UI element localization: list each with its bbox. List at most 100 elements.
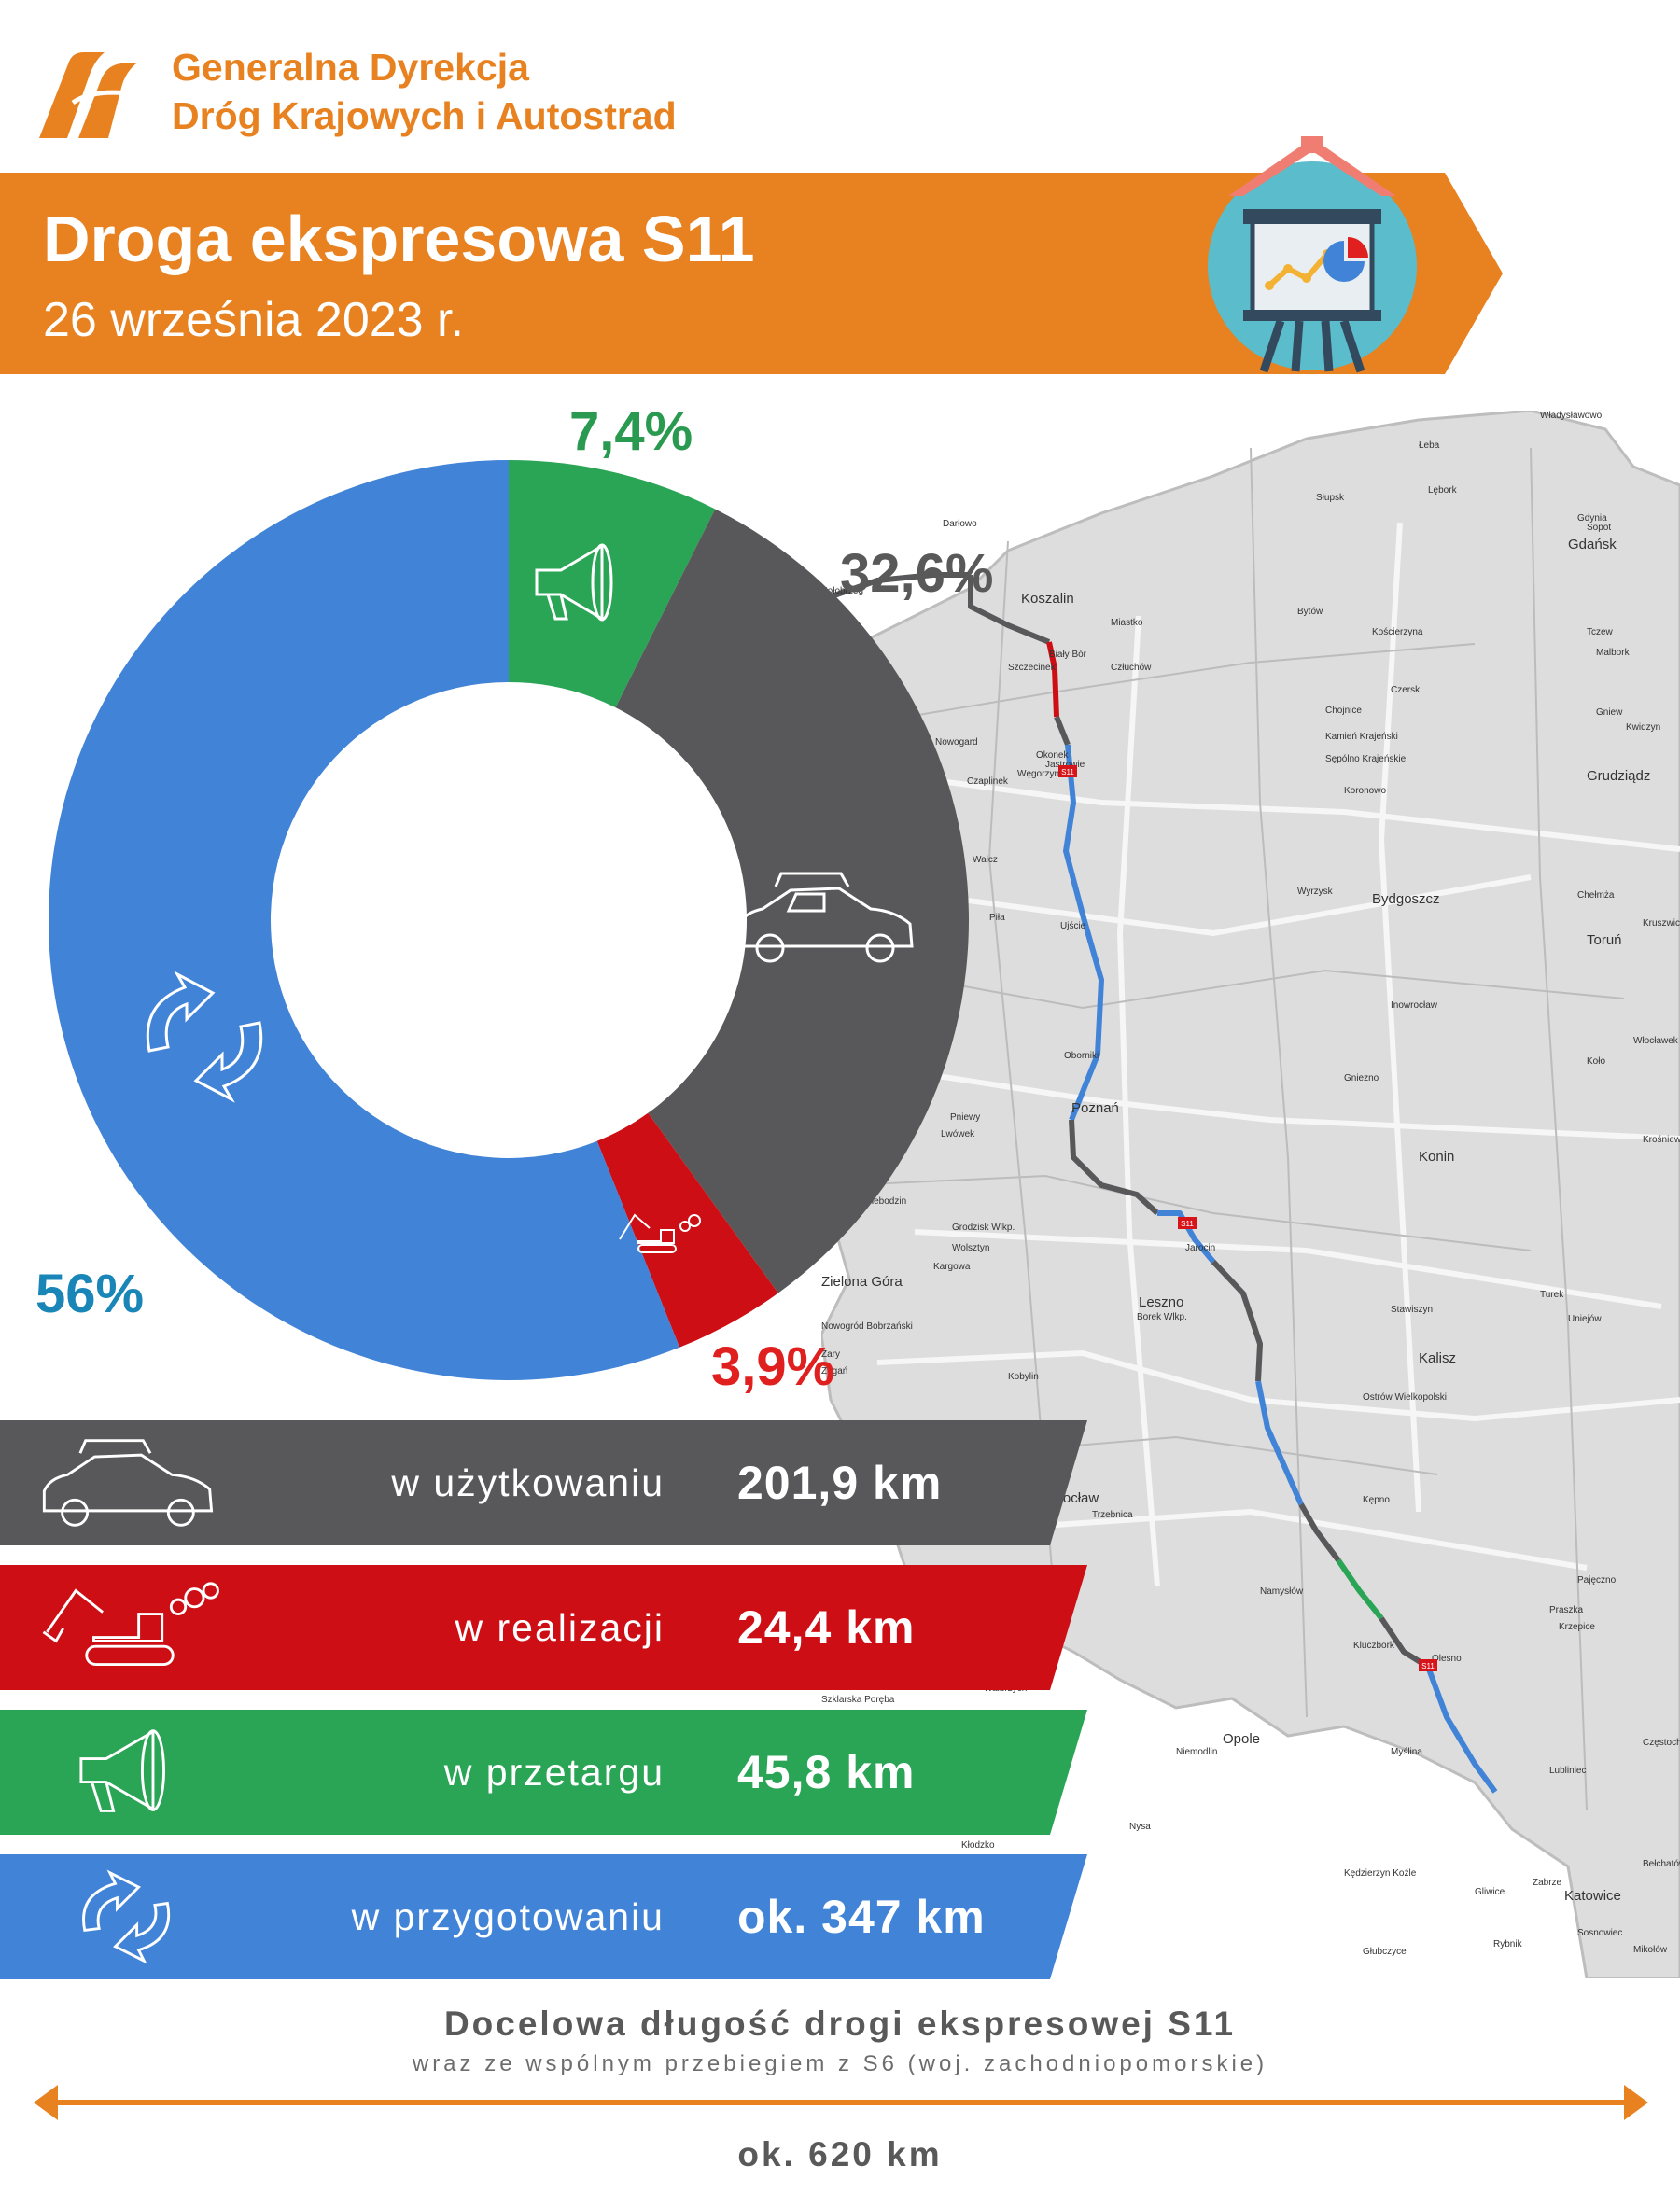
map-city-label: Malbork xyxy=(1596,648,1631,658)
map-city-label: Kobylin xyxy=(1008,1372,1039,1382)
presentation-board-icon xyxy=(1208,136,1417,373)
map-city-label: Piła xyxy=(989,913,1005,923)
map-city-label: Biały Bór xyxy=(1049,650,1087,660)
car-icon xyxy=(736,872,914,963)
svg-text:S11: S11 xyxy=(1421,1662,1435,1670)
route-segment xyxy=(1336,1558,1384,1620)
map-city-label: Krośniewice xyxy=(1643,1135,1680,1145)
status-label: w realizacji xyxy=(455,1606,665,1649)
map-city-label: Leszno xyxy=(1139,1294,1183,1310)
status-bar-in-realization: w realizacji 24,4 km xyxy=(0,1565,1092,1690)
map-city-label: Kołobrzeg xyxy=(821,586,863,596)
svg-text:S11: S11 xyxy=(1181,1220,1194,1228)
status-value: ok. 347 km xyxy=(737,1891,986,1943)
target-length-title: Docelowa długość drogi ekspresowej S11 xyxy=(443,2005,1237,2043)
map-city-label: Kluczbork xyxy=(1353,1641,1395,1651)
map-city-label: Myślina xyxy=(1391,1747,1422,1757)
map-city-label: Darłowo xyxy=(943,519,977,529)
map-city-label: Namysłów xyxy=(1260,1586,1304,1597)
map-city-label: Pniewy xyxy=(950,1112,980,1123)
map-city-label: Pajęczno xyxy=(1577,1575,1617,1586)
map-city-label: Gniew xyxy=(1596,707,1623,718)
map-city-label: Rybnik xyxy=(1493,1939,1523,1949)
map-city-label: Inowrocław xyxy=(1391,1000,1438,1011)
map-city-label: Kłodzko xyxy=(961,1840,995,1851)
svg-text:S11: S11 xyxy=(1061,768,1074,776)
map-city-label: Oborniki xyxy=(1064,1051,1099,1061)
map-city-label: Toruń xyxy=(1587,932,1622,948)
target-length-value: ok. 620 km xyxy=(737,2135,943,2173)
megaphone-icon xyxy=(79,1729,165,1812)
donut-slice-in-preparation xyxy=(49,460,680,1380)
route-segment xyxy=(1069,1119,1160,1216)
status-label: w przetargu xyxy=(443,1751,665,1794)
map-city-label: Sopot xyxy=(1587,523,1611,533)
map-city-label: Turek xyxy=(1540,1290,1564,1300)
map-city-label: Lwówek xyxy=(941,1129,975,1139)
map-city-label: Jastrowie xyxy=(1045,760,1085,770)
map-city-label: Niemodlin xyxy=(1176,1747,1217,1757)
map-city-label: Stawiszyn xyxy=(1391,1305,1433,1315)
map-city-label: Wyrzysk xyxy=(1297,887,1334,897)
map-city-label: Szklarska Poręba xyxy=(821,1695,895,1705)
map-city-label: Zielona Góra xyxy=(821,1274,903,1290)
double-arrow-icon xyxy=(34,2085,1648,2120)
donut-chart xyxy=(49,460,969,1380)
map-city-label: Miastko xyxy=(1111,618,1143,628)
route-segment xyxy=(1255,1380,1304,1506)
percent-label-in-realization: 3,9% xyxy=(711,1336,835,1397)
map-city-label: Gdynia xyxy=(1577,513,1607,524)
map-city-label: Borek Wlkp. xyxy=(1137,1312,1187,1322)
map-city-label: Jarocin xyxy=(1185,1243,1215,1253)
map-city-label: Kruszwica xyxy=(1643,918,1680,929)
excavator-icon xyxy=(42,1582,219,1666)
route-segment xyxy=(1425,1665,1498,1794)
map-city-label: Gniezno xyxy=(1344,1073,1379,1083)
percent-label-in-tender: 7,4% xyxy=(569,401,693,462)
map-city-label: Gliwice xyxy=(1475,1887,1505,1897)
status-bar-background xyxy=(0,1565,1087,1690)
map-city-label: Żary xyxy=(821,1348,840,1360)
car-icon xyxy=(42,1439,214,1527)
status-label: w przygotowaniu xyxy=(351,1895,665,1938)
map-city-label: Nowogard xyxy=(935,737,978,748)
map-city-label: Żagań xyxy=(821,1364,847,1376)
map-city-label: Szczecinek xyxy=(1008,663,1057,673)
map-city-label: Chełmża xyxy=(1577,890,1615,901)
target-length-subtitle: wraz ze wspólnym przebiegiem z S6 (woj. … xyxy=(412,2051,1268,2076)
status-value: 24,4 km xyxy=(737,1601,916,1654)
organization-name-line2: Dróg Krajowych i Autostrad xyxy=(172,94,677,137)
map-city-label: Wolsztyn xyxy=(952,1243,989,1253)
title-banner xyxy=(0,173,1503,374)
map-city-label: Mikołów xyxy=(1633,1945,1668,1955)
percent-label-in-preparation: 56% xyxy=(35,1264,145,1324)
map-city-label: Zabrze xyxy=(1533,1878,1562,1888)
refresh-icon xyxy=(82,1869,170,1964)
status-bar-background xyxy=(0,1854,1087,1979)
map-city-label: Kamień Krajeński xyxy=(1325,732,1398,742)
status-bar-background xyxy=(0,1420,1087,1545)
map-city-label: Uniejów xyxy=(1568,1314,1602,1324)
map-city-label: Sosnowiec xyxy=(1577,1928,1622,1938)
map-city-label: Częstochowa xyxy=(1643,1738,1680,1748)
map-city-label: Bydgoszcz xyxy=(1372,891,1440,907)
map-city-label: Olesno xyxy=(1432,1654,1462,1664)
status-value: 201,9 km xyxy=(737,1457,943,1509)
map-city-label: Nysa xyxy=(1129,1822,1151,1832)
page-title: Droga ekspresowa S11 xyxy=(43,203,755,275)
map-city-label: Człuchów xyxy=(1111,663,1152,673)
map-city-label: Czersk xyxy=(1391,685,1421,695)
map-city-label: Koronowo xyxy=(1344,786,1386,796)
map-city-label: Władysławowo xyxy=(1540,411,1603,421)
map-city-label: Nowogród Bobrzański xyxy=(821,1321,913,1332)
status-bar-in-use: w użytkowaniu 201,9 km xyxy=(0,1420,1092,1545)
map-city-label: Wałcz xyxy=(973,855,998,865)
map-city-label: Głubczyce xyxy=(1363,1947,1407,1957)
route-segment xyxy=(968,575,1051,645)
map-city-label: Bełchatów xyxy=(1643,1859,1680,1869)
refresh-icon xyxy=(146,971,263,1103)
map-city-label: Trzebnica xyxy=(1092,1510,1133,1520)
report-date: 26 września 2023 r. xyxy=(43,293,464,347)
map-city-label: Koszalin xyxy=(1021,591,1074,607)
status-value: 45,8 km xyxy=(737,1746,916,1798)
